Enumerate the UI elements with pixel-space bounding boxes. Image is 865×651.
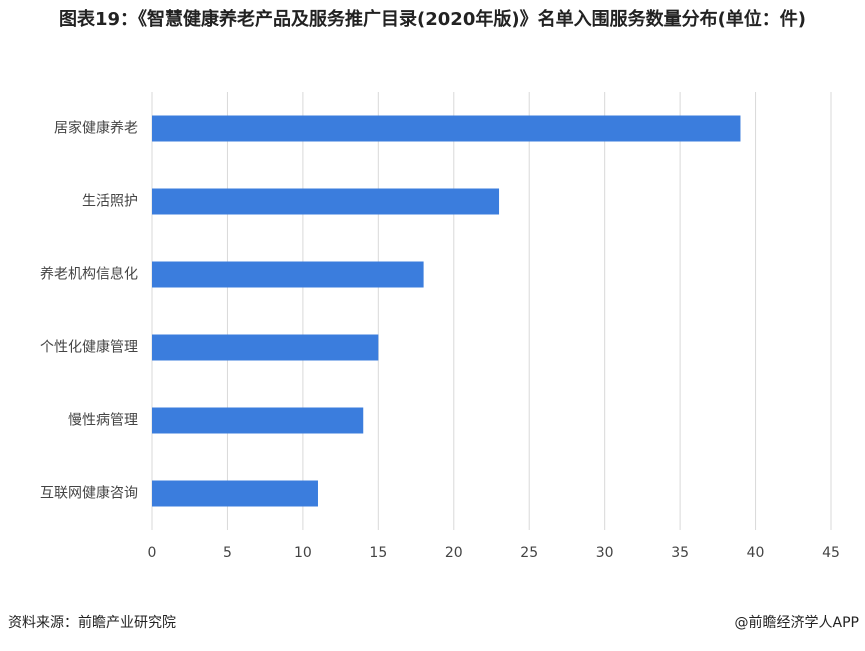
y-tick-label: 居家健康养老 bbox=[54, 120, 138, 137]
x-tick-label: 5 bbox=[223, 545, 232, 561]
bar bbox=[152, 188, 500, 215]
credit: @前瞻经济学人APP bbox=[734, 615, 859, 631]
x-tick-label: 10 bbox=[294, 545, 312, 561]
source: 资料来源：前瞻产业研究院 bbox=[8, 615, 176, 631]
y-tick-label: 养老机构信息化 bbox=[40, 266, 138, 283]
bar bbox=[152, 480, 318, 507]
x-tick-label: 15 bbox=[369, 545, 387, 561]
y-tick-label: 个性化健康管理 bbox=[40, 339, 138, 356]
chart-title: 图表19：《智慧健康养老产品及服务推广目录(2020年版)》名单入围服务数量分布… bbox=[58, 9, 807, 30]
bar bbox=[152, 261, 424, 288]
bar bbox=[152, 115, 741, 142]
y-tick-label: 生活照护 bbox=[82, 194, 138, 210]
x-tick-label: 0 bbox=[148, 545, 157, 561]
x-tick-label: 20 bbox=[445, 545, 463, 561]
bar bbox=[152, 407, 364, 434]
y-tick-label: 慢性病管理 bbox=[68, 412, 138, 429]
y-tick-label: 互联网健康咨询 bbox=[40, 485, 138, 502]
bar bbox=[152, 334, 379, 361]
x-tick-label: 30 bbox=[596, 545, 614, 561]
x-tick-label: 35 bbox=[671, 545, 689, 561]
chart: 0 5 10 15 20 25 30 35 40 45 居家健康养老生活照护养老机构信息化个性化健康… bbox=[40, 92, 840, 561]
x-tick-label: 45 bbox=[822, 545, 840, 561]
x-tick-label: 25 bbox=[520, 545, 538, 561]
x-tick-label: 40 bbox=[747, 545, 765, 561]
